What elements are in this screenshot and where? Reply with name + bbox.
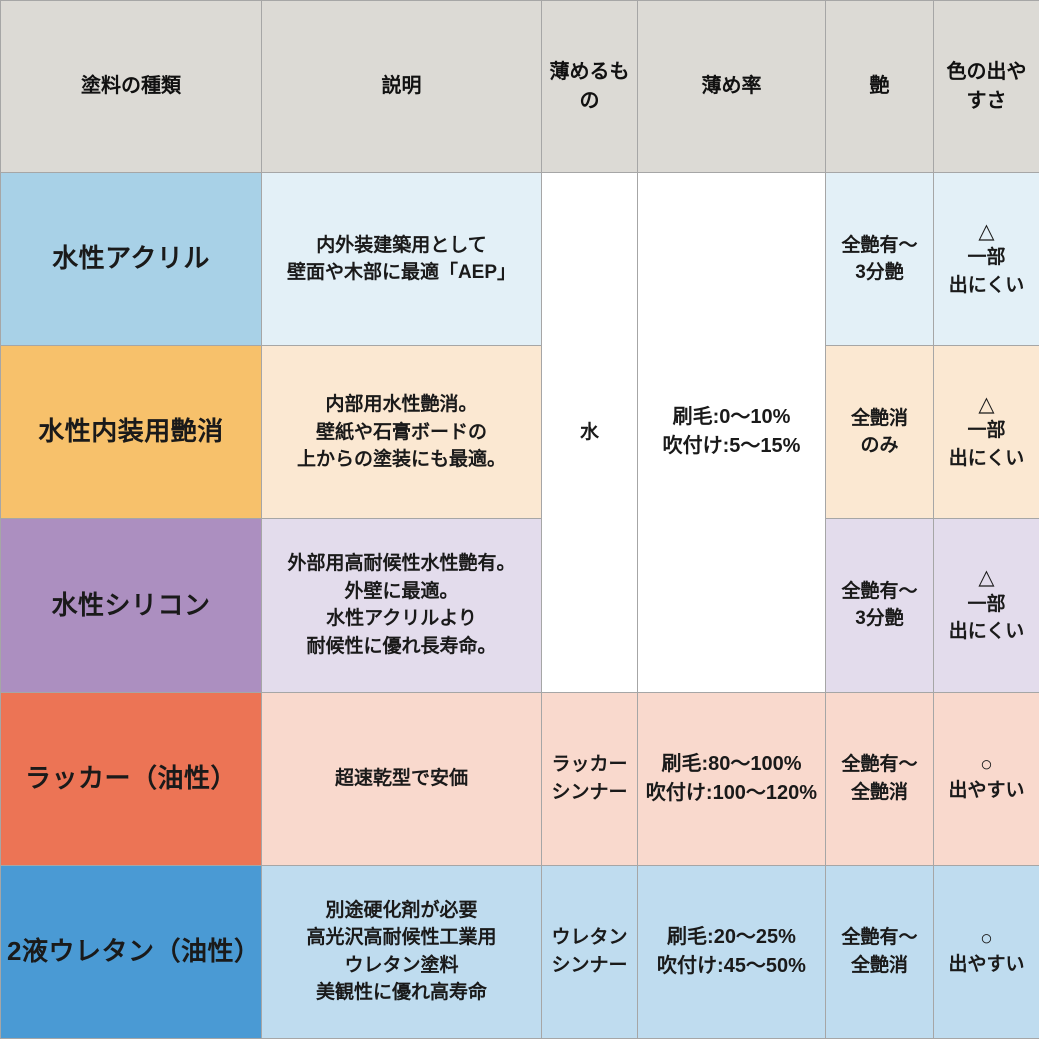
thinner-line: ラッカー <box>551 754 628 776</box>
ratio-line: 刷毛:80〜100% <box>661 752 802 775</box>
gloss-line: 全艶消 <box>850 781 908 803</box>
cell-description: 超速乾型で安価 <box>261 691 542 866</box>
cell-thinner-merged: 水 <box>541 172 638 693</box>
column-header-thinner: 薄めるもの <box>541 0 638 173</box>
column-header-ratio: 薄め率 <box>637 0 826 173</box>
triangle-mark-icon: △ <box>978 393 995 417</box>
desc-line: 耐候性に優れ長寿命。 <box>306 636 497 658</box>
cell-ratio-merged: 刷毛:0〜10% 吹付け:5〜15% <box>637 172 826 693</box>
desc-line: ウレタン塗料 <box>344 954 459 976</box>
thinner-line: シンナー <box>551 954 628 976</box>
gloss-line: のみ <box>860 435 899 457</box>
thinner-line: ウレタン <box>551 927 628 949</box>
color-line: 一部 <box>967 247 1006 269</box>
cell-thinner: ラッカー シンナー <box>541 691 638 866</box>
column-header-type: 塗料の種類 <box>0 0 262 173</box>
table-body: 水性アクリル 内外装建築用として 壁面や木部に最適「AEP」 水 刷毛:0〜10… <box>0 171 1039 1039</box>
ratio-line: 刷毛:0〜10% <box>672 406 791 429</box>
cell-color-ease: △ 一部 出にくい <box>933 518 1039 693</box>
cell-color-ease: △ 一部 出にくい <box>933 171 1039 347</box>
desc-line: 内部用水性艶消。 <box>325 393 478 415</box>
gloss-line: 全艶有〜 <box>841 580 918 602</box>
gloss-line: 全艶有〜 <box>841 754 918 776</box>
column-header-gloss: 艶 <box>825 0 934 173</box>
circle-mark-icon: ○ <box>980 926 993 950</box>
color-line: 一部 <box>967 593 1006 615</box>
cell-paint-type: 水性内装用艶消 <box>0 345 262 520</box>
ratio-line: 吹付け:45〜50% <box>657 954 806 977</box>
cell-description: 別途硬化剤が必要 高光沢高耐候性工業用 ウレタン塗料 美観性に優れ高寿命 <box>261 864 542 1039</box>
color-line: 出やすい <box>948 780 1025 802</box>
desc-line: 外部用高耐候性水性艶有。 <box>287 553 516 575</box>
desc-line: 別途硬化剤が必要 <box>325 899 478 921</box>
ratio-line: 吹付け:5〜15% <box>662 435 801 458</box>
cell-paint-type: 2液ウレタン（油性） <box>0 864 262 1039</box>
gloss-line: 3分艶 <box>855 608 904 630</box>
desc-line: 高光沢高耐候性工業用 <box>306 927 497 949</box>
desc-line: 水性アクリルより <box>326 608 477 630</box>
color-line: 出にくい <box>948 274 1025 296</box>
gloss-line: 3分艶 <box>855 262 904 284</box>
cell-paint-type: ラッカー（油性） <box>0 691 262 866</box>
desc-line: 超速乾型で安価 <box>334 767 468 789</box>
cell-gloss: 全艶有〜 3分艶 <box>825 518 934 693</box>
gloss-line: 全艶消 <box>850 954 908 976</box>
cell-gloss: 全艶有〜 全艶消 <box>825 864 934 1039</box>
color-line: 出にくい <box>948 621 1025 643</box>
circle-mark-icon: ○ <box>980 753 993 777</box>
desc-line: 内外装建築用として <box>316 234 487 256</box>
cell-color-ease: ○ 出やすい <box>933 691 1039 866</box>
cell-thinner: ウレタン シンナー <box>541 864 638 1039</box>
cell-description: 内部用水性艶消。 壁紙や石膏ボードの 上からの塗装にも最適。 <box>261 345 542 520</box>
table-row: 水性内装用艶消 内部用水性艶消。 壁紙や石膏ボードの 上からの塗装にも最適。 全… <box>0 345 1039 520</box>
gloss-line: 全艶有〜 <box>841 234 918 256</box>
color-line: 出やすい <box>948 953 1025 975</box>
header-row: 塗料の種類 説明 薄めるもの 薄め率 艶 色の出やすさ <box>0 0 1039 173</box>
cell-paint-type: 水性シリコン <box>0 518 262 693</box>
table-row: 水性アクリル 内外装建築用として 壁面や木部に最適「AEP」 水 刷毛:0〜10… <box>0 171 1039 693</box>
cell-gloss: 全艶消 のみ <box>825 345 934 520</box>
table-row: 水性シリコン 外部用高耐候性水性艶有。 外壁に最適。 水性アクリルより 耐候性に… <box>0 518 1039 693</box>
desc-line: 壁紙や石膏ボードの <box>315 421 487 443</box>
desc-line: 美観性に優れ高寿命 <box>315 982 487 1004</box>
cell-paint-type: 水性アクリル <box>0 171 262 347</box>
desc-line: 上からの塗装にも最適。 <box>296 449 506 471</box>
gloss-line: 全艶消 <box>850 407 908 429</box>
column-header-color: 色の出やすさ <box>933 0 1039 173</box>
table-header: 塗料の種類 説明 薄めるもの 薄め率 艶 色の出やすさ <box>0 0 1039 173</box>
table-row: 2液ウレタン（油性） 別途硬化剤が必要 高光沢高耐候性工業用 ウレタン塗料 美観… <box>0 864 1039 1039</box>
cell-gloss: 全艶有〜 3分艶 <box>825 171 934 347</box>
column-header-desc: 説明 <box>261 0 542 173</box>
ratio-line: 吹付け:100〜120% <box>645 781 818 804</box>
desc-line: 壁面や木部に最適「AEP」 <box>286 262 517 284</box>
triangle-mark-icon: △ <box>978 566 995 590</box>
table-row: ラッカー（油性） 超速乾型で安価 ラッカー シンナー 刷毛:80〜100% 吹付… <box>0 691 1039 866</box>
cell-color-ease: △ 一部 出にくい <box>933 345 1039 520</box>
ratio-line: 刷毛:20〜25% <box>667 925 796 948</box>
color-line: 一部 <box>967 420 1006 442</box>
cell-color-ease: ○ 出やすい <box>933 864 1039 1039</box>
cell-ratio: 刷毛:80〜100% 吹付け:100〜120% <box>637 691 826 866</box>
color-line: 出にくい <box>948 447 1025 469</box>
cell-description: 外部用高耐候性水性艶有。 外壁に最適。 水性アクリルより 耐候性に優れ長寿命。 <box>261 518 542 693</box>
desc-line: 外壁に最適。 <box>344 580 459 602</box>
triangle-mark-icon: △ <box>978 219 995 243</box>
cell-ratio: 刷毛:20〜25% 吹付け:45〜50% <box>637 864 826 1039</box>
cell-description: 内外装建築用として 壁面や木部に最適「AEP」 <box>261 171 542 347</box>
gloss-line: 全艶有〜 <box>841 927 918 949</box>
thinner-line: シンナー <box>551 781 628 803</box>
cell-gloss: 全艶有〜 全艶消 <box>825 691 934 866</box>
